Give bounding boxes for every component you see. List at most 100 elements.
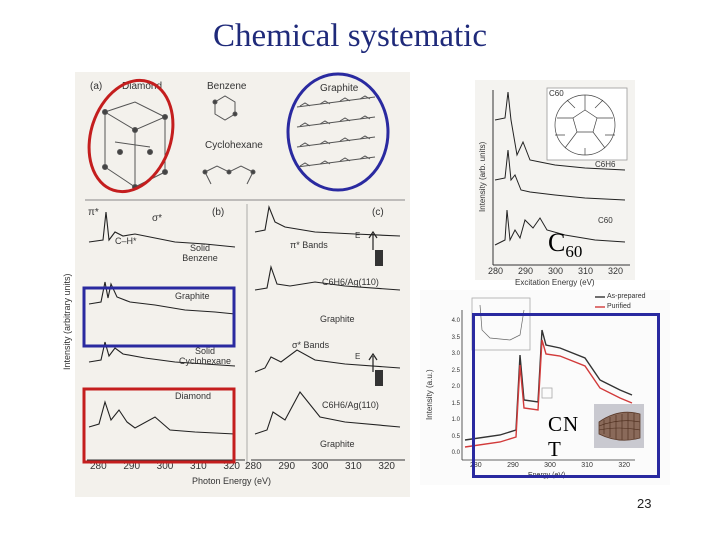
panel-a-label: (a) xyxy=(90,81,103,92)
panel-c-spectra xyxy=(254,204,401,435)
sample-bar-icon xyxy=(375,250,383,266)
slide-title: Chemical systematic xyxy=(212,18,487,54)
tick-b-320: 320 xyxy=(223,461,240,472)
graphite-highlight-ellipse xyxy=(286,72,390,192)
cnt-y-ticks: 4.0 3.5 3.0 2.5 2.0 1.5 1.0 0.5 0.0 xyxy=(446,313,460,462)
cnt-overlay-line1: CN xyxy=(548,412,580,436)
panel-c-label: (c) xyxy=(372,207,384,218)
c60-tick-310: 310 xyxy=(577,266,593,276)
c60-figure xyxy=(475,80,635,280)
nanotube-icon xyxy=(598,411,641,441)
panel-b-label: (b) xyxy=(212,207,225,218)
left-figure-drawing xyxy=(85,95,405,467)
c60-inset-label: C60 xyxy=(549,89,564,98)
cnt-ytick-3.0: 3.0 xyxy=(451,351,460,357)
pi-star-label: π* xyxy=(88,207,99,218)
cnt-ytick-1.5: 1.5 xyxy=(451,400,460,407)
cnt-inset-curve xyxy=(479,304,525,341)
c60-overlay-label: C60 xyxy=(548,228,582,262)
curve-label-graphite-c2: Graphite xyxy=(320,439,355,449)
nanotube-image xyxy=(594,404,644,448)
cnt-y-axis-label: Intensity (a.u.) xyxy=(425,369,434,420)
cnt-xtick-290: 290 xyxy=(507,462,519,469)
e-label-1: E xyxy=(355,231,361,240)
c60-tick-320: 320 xyxy=(607,266,623,276)
cnt-legend-lines xyxy=(595,296,605,308)
e-field-arrow-icon xyxy=(368,230,378,372)
tick-c-290: 290 xyxy=(278,461,296,472)
e-label-2: E xyxy=(355,352,361,361)
c60-x-axis-label: Excitation Energy (eV) xyxy=(515,278,595,287)
c60-tick-300: 300 xyxy=(547,266,563,276)
cnt-overlay-line2: T xyxy=(548,437,562,461)
c60-y-axis-label: Intensity (arb. units) xyxy=(478,141,487,212)
graphite-highlight-box xyxy=(82,286,236,348)
c60-tick-290: 290 xyxy=(517,266,534,276)
cnt-xtick-300: 300 xyxy=(544,462,556,469)
cnt-ytick-2.5: 2.5 xyxy=(451,367,460,374)
cnt-ytick-2.0: 2.0 xyxy=(451,384,460,390)
tick-b-310: 310 xyxy=(189,461,207,472)
diamond-highlight-ellipse xyxy=(87,78,175,194)
curve-label-pi-bands: π* Bands xyxy=(290,240,328,250)
cnt-ytick-0.5: 0.5 xyxy=(451,433,460,440)
c60-tick-280: 280 xyxy=(488,266,504,276)
curve-label-c6h6-ag-2: C6H6/Ag(110) xyxy=(322,400,379,410)
structure-label-graphite: Graphite xyxy=(320,83,359,94)
tick-b-300: 300 xyxy=(156,461,174,472)
page-number: 23 xyxy=(637,496,652,511)
cnt-xtick-280: 280 xyxy=(470,462,482,469)
c60-spectra xyxy=(494,91,626,246)
curve-label-solid-cyclohexane: Solid Cyclohexane xyxy=(178,346,232,366)
diamond-highlight-box xyxy=(82,387,236,464)
curve-label-sigma-bands: σ* Bands xyxy=(292,340,330,350)
c60-x-ticks: 280 290 300 310 320 xyxy=(488,266,623,276)
left-x-axis-label: Photon Energy (eV) xyxy=(192,476,272,486)
cnt-xtick-320: 320 xyxy=(618,462,630,469)
c60-curve-label: C60 xyxy=(598,216,613,225)
cnt-ytick-4.0: 4.0 xyxy=(451,318,460,324)
tick-c-300: 300 xyxy=(311,461,329,472)
sigma-star-label: σ* xyxy=(152,213,163,224)
structure-label-diamond: Diamond xyxy=(122,81,163,92)
cnt-spectra xyxy=(464,329,633,448)
cnt-highlight-box xyxy=(472,313,660,478)
structure-label-benzene: Benzene xyxy=(207,81,247,92)
cnt-x-ticks: 280 290 300 310 320 xyxy=(470,462,630,469)
c60-overlay-c: C xyxy=(548,228,566,257)
cnt-ytick-1.0: 1.0 xyxy=(451,417,460,423)
legend-as-prepared: As-prepared xyxy=(607,293,646,300)
cnt-ytick-3.5: 3.5 xyxy=(451,334,460,341)
cnt-zoom-marker xyxy=(541,387,553,399)
tick-b-290: 290 xyxy=(123,461,141,472)
cnt-xtick-310: 310 xyxy=(581,462,593,469)
left-figure xyxy=(75,72,410,497)
cnt-overlay-label: CN T xyxy=(548,412,579,462)
tick-b-280: 280 xyxy=(90,461,107,472)
curve-label-solid-benzene: Solid Benzene xyxy=(182,243,218,263)
curve-label-graphite-c1: Graphite xyxy=(320,314,355,324)
structure-label-cyclohexane: Cyclohexane xyxy=(205,140,263,151)
panel-b-x-ticks: 280 290 300 310 320 xyxy=(90,461,240,472)
diamond-lattice-icon xyxy=(102,101,168,190)
cyclohexane-molecule-icon xyxy=(202,165,256,185)
legend-purified: Purified xyxy=(607,303,631,310)
buckyball-icon xyxy=(554,94,616,156)
c6h6-curve-label: C6H6 xyxy=(595,160,616,169)
curve-label-diamond: Diamond xyxy=(175,391,212,401)
tick-c-320: 320 xyxy=(378,461,395,472)
cnt-figure xyxy=(420,290,670,485)
curve-label-c6h6-ag-1: C6H6/Ag(110) xyxy=(322,277,379,287)
curve-label-ch: C–H* xyxy=(115,236,137,246)
cnt-ytick-0.0: 0.0 xyxy=(451,450,460,456)
cnt-figure-drawing xyxy=(461,296,635,461)
panel-c-x-ticks: 280 290 300 310 320 xyxy=(245,461,395,472)
tick-c-310: 310 xyxy=(344,461,362,472)
buckyball-inset xyxy=(546,87,628,161)
c60-overlay-subscript: 60 xyxy=(565,242,583,262)
c60-figure-drawing xyxy=(492,87,630,266)
benzene-molecule-icon xyxy=(212,95,238,121)
curve-label-graphite-b: Graphite xyxy=(175,291,210,301)
graphite-layers-icon xyxy=(296,95,376,168)
